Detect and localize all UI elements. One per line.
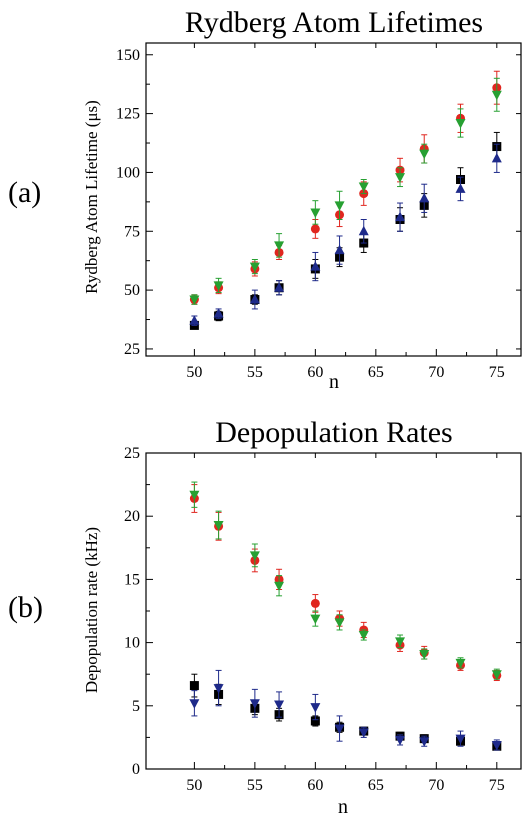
triangle-up-marker — [455, 183, 466, 193]
y-tick-label: 25 — [124, 341, 140, 358]
panel-a-marks — [189, 70, 502, 330]
y-tick-label: 150 — [116, 47, 140, 64]
x-tick-label: 50 — [186, 777, 202, 794]
y-tick-label: 20 — [124, 508, 140, 525]
triangle-down-marker — [455, 119, 466, 129]
y-tick-label: 5 — [132, 698, 140, 715]
square-marker — [189, 681, 199, 691]
series-triangle-down — [189, 77, 502, 306]
panel-a-xlabel: n — [329, 371, 339, 393]
y-tick-label: 75 — [124, 223, 140, 240]
circle-marker — [310, 224, 320, 234]
y-tick-label: 125 — [116, 106, 140, 123]
triangle-up-marker — [249, 294, 260, 304]
triangle-down-marker — [213, 521, 224, 531]
x-tick-label: 60 — [307, 777, 323, 794]
panel-b-xlabel: n — [338, 796, 348, 818]
triangle-down-marker — [310, 614, 321, 625]
panel-a-lifetimes: Rydberg Atom Lifetimes (a) Rydberg Atom … — [8, 6, 522, 393]
series-square — [189, 673, 502, 751]
triangle-down-marker — [189, 699, 200, 709]
triangle-down-marker — [249, 699, 260, 709]
series-triangle-down — [189, 481, 502, 680]
triangle-down-marker — [491, 740, 502, 751]
panel-b-depopulation: Depopulation Rates (b) Depopulation rate… — [8, 416, 522, 818]
triangle-down-marker — [395, 637, 406, 647]
triangle-down-marker — [274, 241, 285, 251]
triangle-down-marker — [334, 618, 345, 628]
x-tick-label: 55 — [247, 364, 263, 381]
series-triangle-down — [189, 669, 502, 751]
x-tick-label: 75 — [489, 364, 505, 381]
y-tick-label: 100 — [116, 164, 140, 181]
x-tick-label: 65 — [368, 364, 384, 381]
panel-a-title: Rydberg Atom Lifetimes — [185, 6, 483, 39]
y-tick-label: 15 — [124, 571, 140, 588]
triangle-down-marker — [395, 173, 406, 183]
triangle-down-marker — [455, 734, 466, 745]
triangle-down-marker — [310, 208, 321, 218]
x-tick-label: 70 — [428, 364, 444, 381]
x-tick-label: 65 — [368, 777, 384, 794]
triangle-down-marker — [491, 90, 502, 101]
panel-a-ticks: 50 55 60 65 70 75 25 50 75 100 125 150 — [116, 43, 521, 381]
y-tick-label: 0 — [132, 761, 140, 778]
panel-a-plot-frame — [145, 42, 522, 357]
triangle-up-marker — [274, 282, 285, 292]
triangle-down-marker — [419, 737, 430, 747]
panel-b-title: Depopulation Rates — [215, 416, 452, 449]
triangle-down-marker — [358, 631, 369, 641]
triangle-up-marker — [395, 211, 406, 222]
triangle-down-marker — [334, 201, 345, 211]
triangle-down-marker — [491, 670, 502, 680]
series-square — [189, 131, 502, 330]
triangle-down-marker — [189, 490, 200, 501]
series-circle — [189, 484, 502, 682]
circle-marker — [310, 598, 320, 608]
triangle-up-marker — [358, 225, 369, 236]
triangle-down-marker — [419, 149, 430, 160]
triangle-down-marker — [213, 684, 224, 694]
x-tick-label: 55 — [247, 777, 263, 794]
triangle-down-marker — [274, 700, 285, 711]
triangle-up-marker — [189, 315, 200, 325]
triangle-down-marker — [310, 703, 321, 713]
triangle-down-marker — [213, 281, 224, 291]
triangle-up-marker — [334, 244, 345, 255]
triangle-down-marker — [395, 735, 406, 746]
panel-a-ylabel: Rydberg Atom Lifetime (μs) — [82, 100, 101, 294]
panel-b-plot-frame — [145, 452, 522, 770]
triangle-down-marker — [274, 581, 285, 592]
y-tick-label: 50 — [124, 282, 140, 299]
x-tick-label: 75 — [489, 777, 505, 794]
triangle-up-marker — [310, 261, 321, 271]
series-circle — [189, 70, 502, 305]
triangle-up-marker — [419, 192, 430, 203]
x-tick-label: 70 — [428, 777, 444, 794]
x-tick-label: 60 — [307, 364, 323, 381]
series-triangle-up — [189, 143, 502, 326]
triangle-down-marker — [358, 182, 369, 193]
panel-b-marks — [189, 481, 502, 751]
y-tick-label: 10 — [124, 635, 140, 652]
triangle-down-marker — [189, 295, 200, 306]
panel-a-label: (a) — [8, 176, 41, 209]
panel-b-ticks: 50 55 60 65 70 75 0 5 10 15 20 25 — [124, 445, 521, 794]
triangle-down-marker — [358, 728, 369, 738]
triangle-down-marker — [249, 551, 260, 561]
panel-b-ylabel: Depopulation rate (kHz) — [82, 527, 101, 693]
triangle-down-marker — [249, 262, 260, 273]
triangle-up-marker — [491, 152, 502, 163]
y-tick-label: 25 — [124, 445, 140, 462]
triangle-down-marker — [334, 724, 345, 735]
panel-b-label: (b) — [8, 591, 43, 624]
triangle-up-marker — [213, 308, 224, 318]
x-tick-label: 50 — [186, 364, 202, 381]
triangle-down-marker — [419, 649, 430, 660]
triangle-down-marker — [455, 658, 466, 669]
square-marker — [310, 716, 320, 726]
